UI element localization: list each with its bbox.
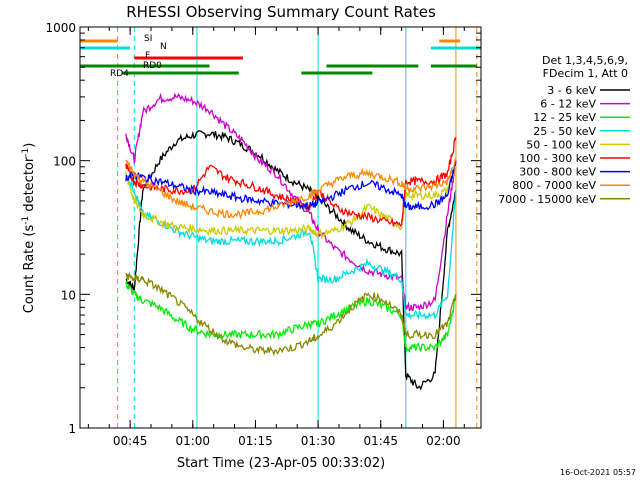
flag-label-1: N <box>160 42 167 52</box>
x-tick-label-5: 02:00 <box>426 434 461 448</box>
y-axis-label-sup2: -1 <box>21 148 31 157</box>
flag-label-2: F <box>145 51 150 61</box>
plot-background <box>80 27 481 428</box>
flag-bar-2-0 <box>134 56 243 60</box>
series-line-1 <box>125 92 457 312</box>
x-axis-label: Start Time (23-Apr-05 00:33:02) <box>177 456 385 471</box>
flag-bar-4-1 <box>301 71 373 75</box>
x-tick-label-2: 01:15 <box>238 434 273 448</box>
x-tick-label-1: 01:00 <box>175 434 210 448</box>
legend-label-1: 6 - 12 keV <box>540 98 596 111</box>
x-tick-label-3: 01:30 <box>301 434 336 448</box>
flag-bar-0-1 <box>439 39 461 43</box>
flag-bar-1-1 <box>430 46 481 50</box>
flag-bar-3-2 <box>430 64 477 68</box>
legend-label-4: 50 - 100 keV <box>526 138 596 151</box>
flag-bar-1-0 <box>80 46 131 50</box>
y-axis-label-end: ) <box>22 143 37 148</box>
y-tick-label-3: 1000 <box>45 21 76 35</box>
plot-area <box>80 27 481 428</box>
series-line-6 <box>125 160 457 211</box>
legend-header-0: Det 1,3,4,5,6,9, <box>542 54 628 67</box>
legend-label-8: 7000 - 15000 keV <box>498 193 596 206</box>
y-tick-label-0: 1 <box>68 422 76 436</box>
flag-bar-0-0 <box>80 39 118 43</box>
y-axis-label: Count Rate (s-1 detector-1) <box>21 143 37 314</box>
x-tick-label-0: 00:45 <box>113 434 148 448</box>
series-line-8 <box>125 271 457 357</box>
legend-header-1: FDecim 1, Att 0 <box>543 67 628 80</box>
legend-label-5: 100 - 300 keV <box>519 152 596 165</box>
y-axis-label-sup1: -1 <box>21 216 31 225</box>
x-tick-label-4: 01:45 <box>363 434 398 448</box>
legend-label-3: 25 - 50 keV <box>533 125 596 138</box>
flag-label-0: SI <box>144 34 152 44</box>
legend-label-7: 800 - 7000 keV <box>512 179 596 192</box>
y-axis-label-mid: detector <box>22 156 37 216</box>
flag-bar-3-1 <box>326 64 419 68</box>
plot-frame <box>79 26 482 429</box>
flag-bar-4-0 <box>121 71 239 75</box>
legend: Det 1,3,4,5,6,9,FDecim 1, Att 0 3 - 6 keV… <box>498 54 630 206</box>
flag-label-4: RD4 <box>110 69 129 79</box>
vertical-markers <box>117 27 478 428</box>
series-line-4 <box>125 163 457 241</box>
legend-label-6: 300 - 800 keV <box>519 166 596 179</box>
legend-label-2: 12 - 25 keV <box>533 111 596 124</box>
y-tick-label-2: 100 <box>53 155 76 169</box>
series-line-2 <box>125 280 457 354</box>
timestamp: 16-Oct-2021 05:57 <box>560 468 636 477</box>
legend-label-0: 3 - 6 keV <box>547 84 596 97</box>
flag-label-3: RD0 <box>143 61 162 71</box>
chart-title: RHESSI Observing Summary Count Rates <box>126 3 436 21</box>
series-line-7 <box>125 158 457 220</box>
series-line-0 <box>125 130 457 391</box>
series-layer <box>125 92 457 391</box>
axes: 00:45 01:00 01:15 01:30 01:45 02:00 1 10 100 1000 <box>45 21 482 448</box>
y-axis-label-main: Count Rate (s <box>22 225 37 314</box>
y-tick-label-1: 10 <box>61 288 76 302</box>
flag-bar-3-0 <box>80 64 210 68</box>
